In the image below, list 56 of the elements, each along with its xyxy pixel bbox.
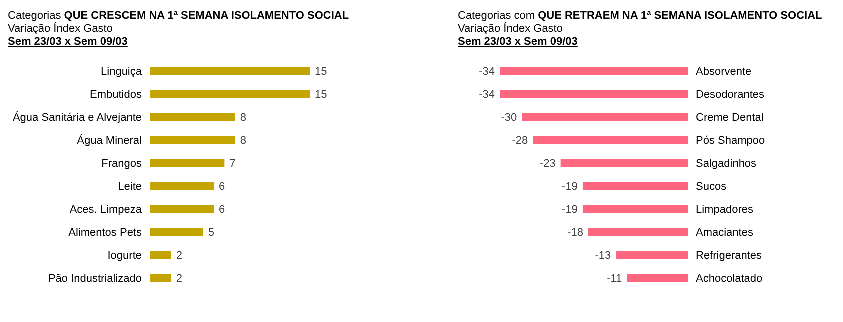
- chart-title: Categorias QUE CRESCEM NA 1ª SEMANA ISOLAMENTO SOCIAL: [8, 10, 350, 22]
- data-label: 6: [219, 180, 226, 193]
- data-label: -11: [607, 272, 622, 285]
- bar: [150, 136, 236, 144]
- bar: [150, 113, 236, 121]
- text: Variação Índex Gasto: [8, 22, 113, 35]
- y-tick-label: Pão Industrializado: [48, 272, 142, 285]
- y-tick-label: Embutidos: [90, 88, 142, 101]
- data-label: 15: [315, 88, 328, 101]
- data-label: -28: [512, 134, 528, 147]
- data-label: -34: [479, 88, 495, 101]
- bar: [150, 228, 204, 236]
- y-tick-label: Refrigerantes: [696, 250, 763, 262]
- text: Sem 23/03 x Sem 09/03: [458, 36, 578, 48]
- chart-subtitle: Variação Índex Gasto: [458, 22, 563, 35]
- y-tick-label: Sucos: [696, 180, 728, 193]
- y-tick-label: Amaciantes: [696, 226, 754, 239]
- y-tick-label: Limpadores: [696, 204, 754, 216]
- bar: [150, 274, 172, 282]
- bar: [150, 90, 310, 98]
- y-tick-label: Absorvente: [696, 66, 752, 78]
- data-label: 8: [240, 112, 246, 124]
- data-label: 6: [219, 204, 226, 216]
- y-tick-label: Achocolatado: [696, 272, 763, 285]
- chart-title: Categorias com QUE RETRAEM NA 1ª SEMANA ISOLAMENTO SOCIAL: [458, 10, 823, 22]
- y-tick-label: Creme Dental: [696, 112, 764, 124]
- y-tick-label: Frangos: [102, 158, 142, 170]
- data-label: 15: [315, 66, 328, 78]
- bar: [150, 159, 225, 167]
- data-label: -13: [595, 250, 612, 262]
- bar: [150, 205, 214, 213]
- bar: [150, 67, 310, 75]
- y-tick-label: Iogurte: [108, 250, 142, 262]
- y-tick-label: Aces. Limpeza: [70, 204, 143, 216]
- data-label: -23: [540, 158, 556, 170]
- data-label: -30: [501, 112, 518, 124]
- y-tick-label: Leite: [118, 180, 142, 193]
- data-label: -34: [479, 66, 495, 78]
- text: Sem 23/03 x Sem 09/03: [8, 36, 128, 48]
- y-tick-label: Alimentos Pets: [68, 226, 142, 239]
- data-label: -19: [562, 204, 578, 216]
- y-tick-label: Água Mineral: [77, 134, 142, 147]
- data-label: -19: [562, 180, 578, 193]
- data-label: 8: [240, 134, 246, 147]
- data-label: 5: [208, 226, 214, 239]
- y-tick-label: Desodorantes: [696, 88, 765, 101]
- data-label: 2: [176, 250, 182, 262]
- bar: [150, 251, 172, 259]
- y-tick-label: Linguiça: [101, 66, 143, 78]
- data-label: 7: [230, 158, 236, 170]
- y-tick-label: Salgadinhos: [696, 158, 758, 170]
- bar: [150, 182, 214, 190]
- y-tick-label: Água Sanitária e Alvejante: [12, 110, 142, 124]
- y-tick-label: Pós Shampoo: [696, 134, 766, 147]
- data-label: 2: [176, 272, 182, 285]
- data-label: -18: [568, 226, 584, 239]
